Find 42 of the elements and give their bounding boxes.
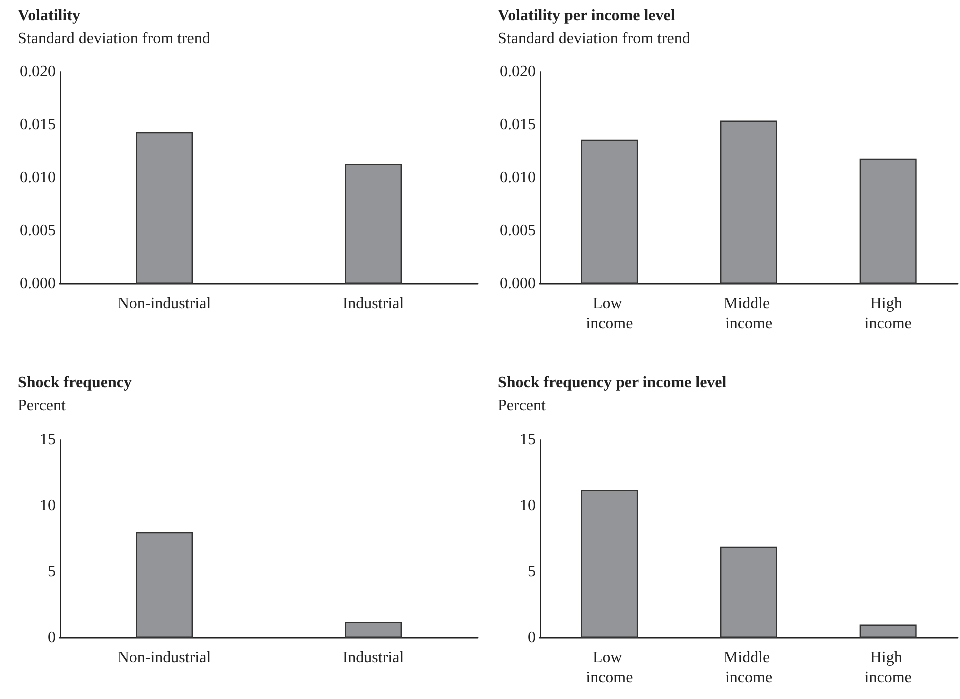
y-tick-label: 0 xyxy=(48,630,56,646)
y-axis-title: Percent xyxy=(498,398,547,414)
y-tick-label: 0.010 xyxy=(20,170,56,186)
x-tick-label: Industrial xyxy=(342,296,405,312)
y-axis-title: Percent xyxy=(18,398,67,414)
y-tick-label: 0.015 xyxy=(20,116,56,134)
y-axis-title: Standard deviation from trend xyxy=(18,30,210,48)
bar xyxy=(860,624,917,638)
y-tick-label: 5 xyxy=(528,564,536,580)
chart-title: Shock frequency xyxy=(18,374,132,392)
x-tick-label: Industrial xyxy=(342,650,405,666)
chart-title: Volatility xyxy=(18,8,81,24)
y-tick-label: 15 xyxy=(40,432,56,448)
x-tick-label: High income xyxy=(864,296,912,332)
x-tick-label: Non-industrial xyxy=(118,296,212,312)
y-tick-label: 0.005 xyxy=(500,222,536,240)
bar xyxy=(720,546,778,638)
y-tick-label: 10 xyxy=(520,498,536,514)
y-tick-label: 0.015 xyxy=(500,116,536,134)
bar xyxy=(860,158,917,284)
x-tick-label: Non-industrial xyxy=(118,650,212,666)
x-tick-label: High income xyxy=(864,650,912,686)
y-tick-label: 0.020 xyxy=(20,64,56,80)
y-axis-title: Standard deviation from trend xyxy=(498,30,690,48)
x-tick-label: Middle income xyxy=(724,296,774,332)
y-tick-label: 0 xyxy=(528,630,536,646)
y-tick-label: 0.020 xyxy=(500,64,536,80)
bar xyxy=(720,120,778,284)
chart-title: Volatility per income level xyxy=(498,8,676,24)
bar xyxy=(581,490,638,638)
y-tick-label: 10 xyxy=(40,498,56,514)
chart-title: Shock frequency per income level xyxy=(498,374,728,392)
y-tick-label: 0.000 xyxy=(20,276,56,292)
y-tick-label: 0.000 xyxy=(500,276,536,292)
x-tick-label: Low income xyxy=(586,296,634,332)
bar xyxy=(581,140,638,284)
y-tick-label: 5 xyxy=(48,564,56,580)
x-tick-label: Middle income xyxy=(724,650,774,686)
y-tick-label: 15 xyxy=(520,432,536,448)
y-tick-label: 0.010 xyxy=(500,170,536,186)
x-tick-label: Low income xyxy=(586,650,634,686)
y-tick-label: 0.005 xyxy=(20,222,56,240)
